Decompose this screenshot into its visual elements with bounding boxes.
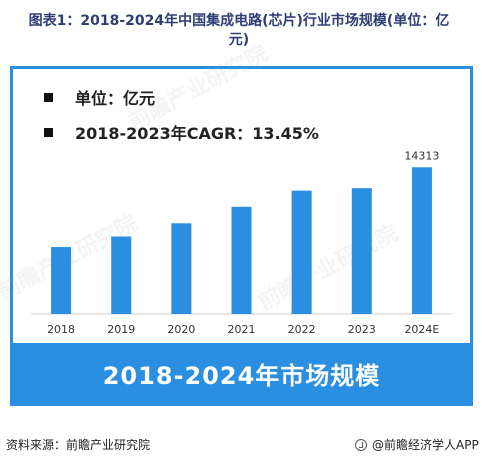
x-tick-label: 2020 [167, 323, 195, 336]
bullet-square-icon [44, 92, 53, 102]
unit-note: 单位：亿元 [44, 86, 155, 108]
bullet-square-icon [44, 127, 53, 137]
bar-2019 [111, 236, 132, 314]
bar-2023 [351, 188, 372, 314]
x-tick-label: 2024E [404, 323, 439, 336]
bar-2022 [291, 190, 312, 314]
x-tick-label: 2018 [47, 323, 75, 336]
bar-2021 [231, 206, 252, 314]
x-tick-label: 2019 [107, 323, 135, 336]
bar-2020 [171, 223, 192, 314]
x-tick-label: 2023 [348, 323, 376, 336]
cagr-note-text: 2018-2023年CAGR：13.45% [75, 124, 319, 143]
bar-2024E [411, 167, 432, 314]
banner: 2018-2024年市场规模 [13, 343, 470, 403]
x-tick-label: 2022 [288, 323, 316, 336]
cagr-note: 2018-2023年CAGR：13.45% [44, 121, 319, 143]
x-tick-label: 2021 [228, 323, 256, 336]
source-note: 资料来源：前瞻产业研究院 [6, 438, 151, 452]
page-title: 图表1：2018-2024年中国集成电路(芯片)行业市场规模(单位：亿元) [28, 13, 450, 48]
data-label: 14313 [404, 149, 439, 162]
brand-logo-icon [355, 438, 367, 451]
unit-note-text: 单位：亿元 [75, 89, 156, 108]
banner-text: 2018-2024年市场规模 [102, 361, 381, 390]
brand-text: @前瞻经济学人APP [372, 438, 479, 452]
brand: @前瞻经济学人APP [355, 436, 479, 453]
bar-2018 [51, 247, 72, 314]
